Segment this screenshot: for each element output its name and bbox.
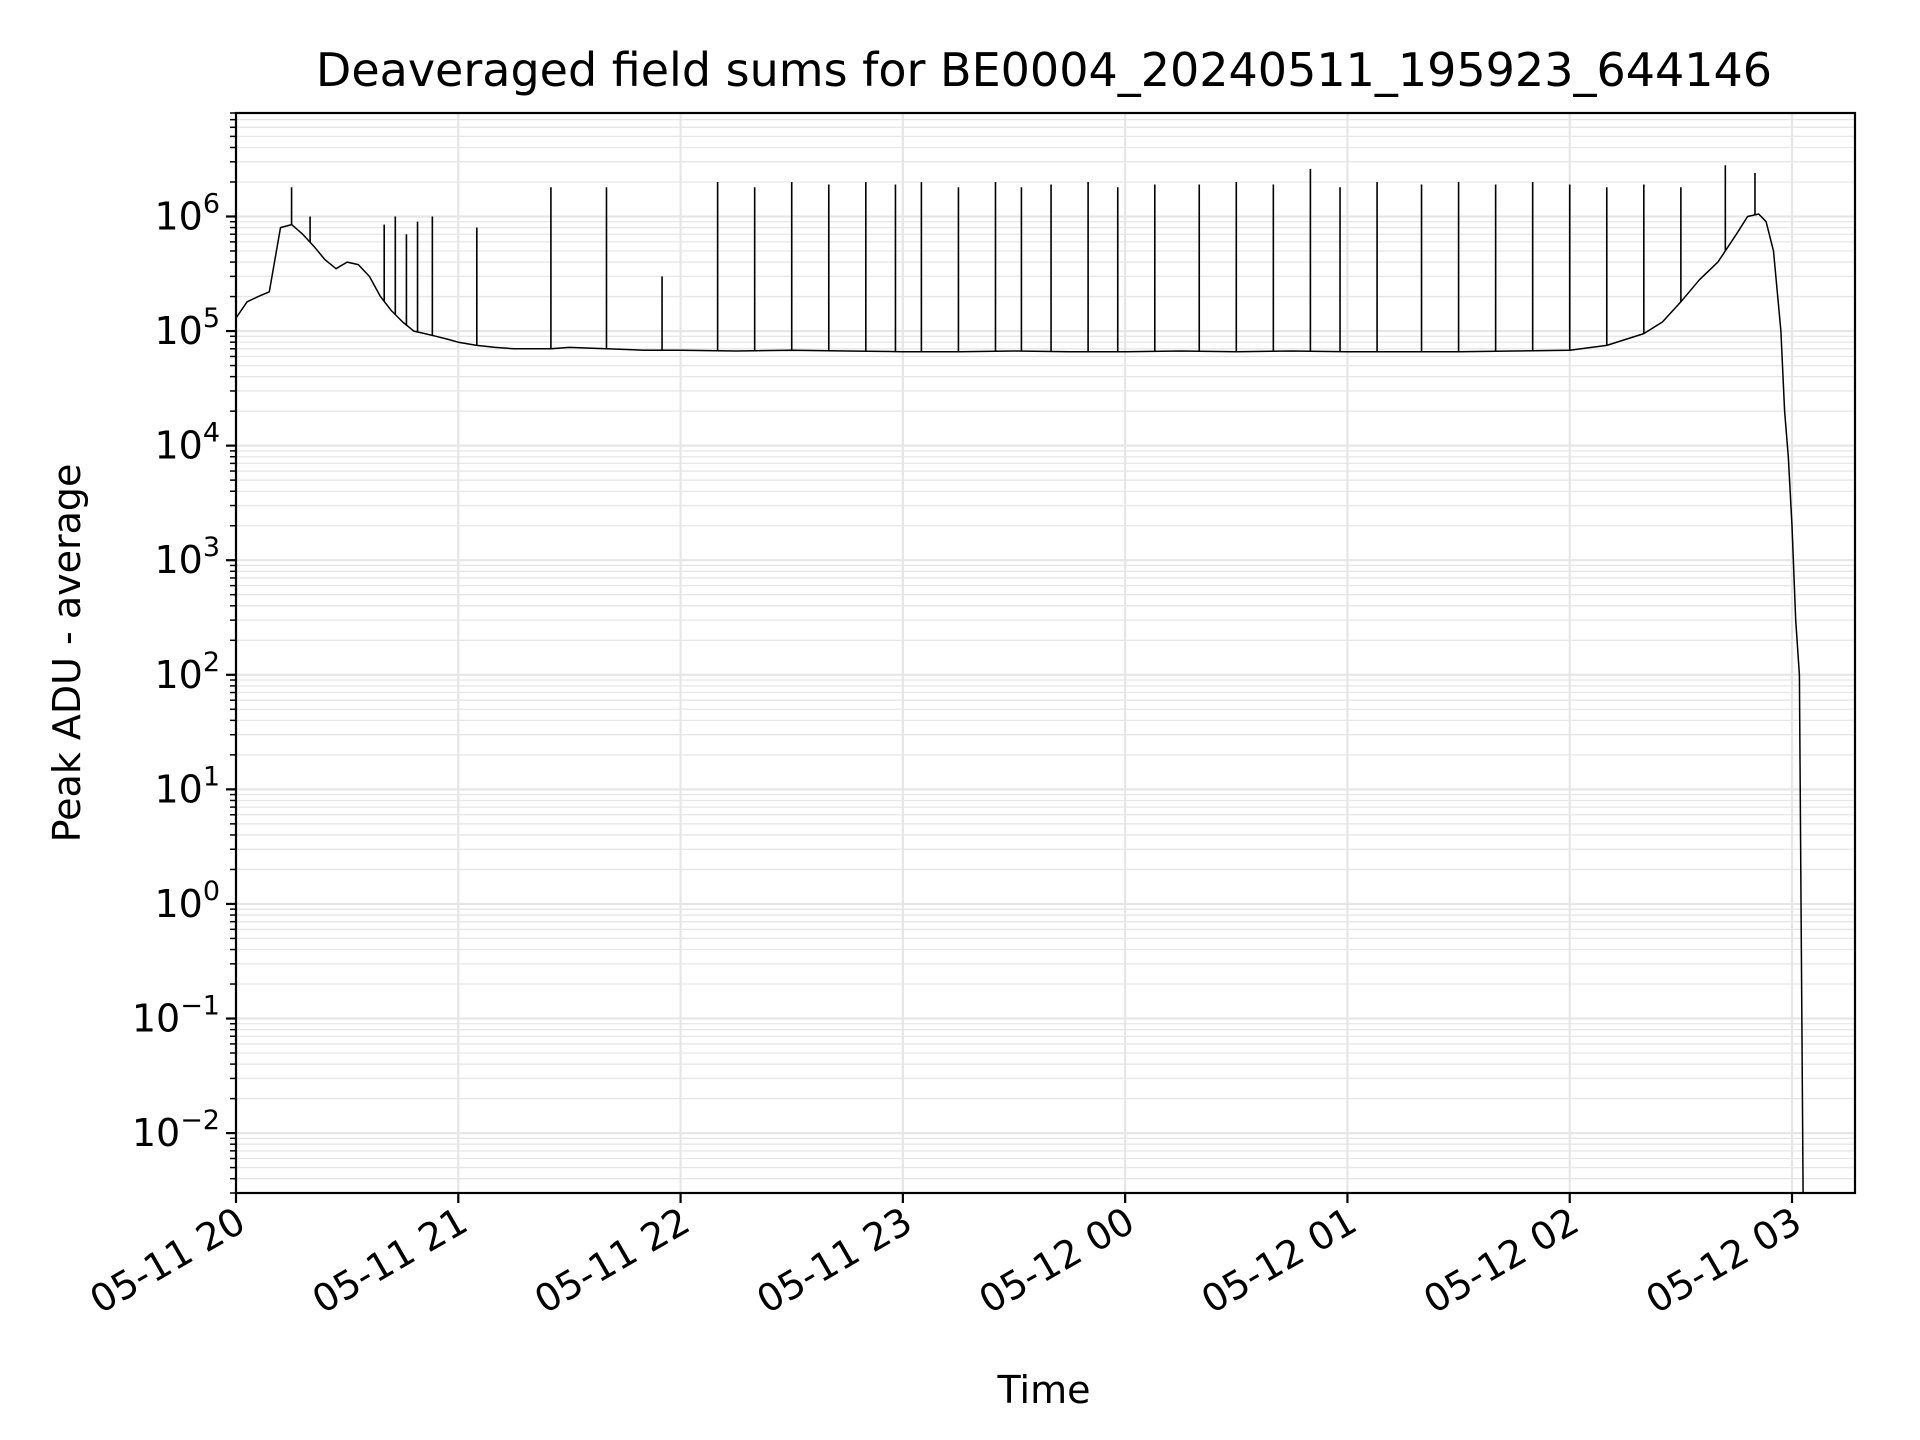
x-tick-label: 05-12 03 [1639,1199,1809,1323]
y-tick-label: 102 [154,647,220,697]
y-tick-label: 106 [154,188,220,238]
chart-title: Deaveraged field sums for BE0004_2024051… [316,43,1772,97]
grid [234,112,1855,1194]
x-axis: 05-11 20 05-11 21 05-11 22 05-11 23 05-12 00… [83,1193,1809,1322]
y-tick-label: 104 [154,418,220,468]
y-axis: 10−2 10−1 100 101 102 103 104 105 106 [132,112,236,1194]
x-tick-label: 05-11 20 [83,1199,253,1323]
x-tick-label: 05-11 22 [527,1199,697,1323]
y-tick-label: 105 [154,303,220,353]
x-tick-label: 05-12 02 [1416,1199,1586,1323]
x-axis-label: Time [997,1368,1091,1412]
plot-frame [234,111,1857,1195]
x-tick-label: 05-12 00 [972,1199,1142,1323]
y-tick-label: 103 [154,532,220,582]
spike-marks [290,165,1756,352]
x-tick-label: 05-11 23 [749,1199,919,1323]
y-tick-label: 101 [154,761,220,811]
x-tick-label: 05-11 21 [305,1199,475,1323]
y-tick-label: 10−2 [132,1105,220,1155]
x-tick-label: 05-12 01 [1194,1199,1364,1323]
y-tick-label: 10−1 [132,991,220,1041]
y-tick-label: 100 [154,876,220,926]
series-line [235,213,1804,1194]
y-axis-label: Peak ADU - average [45,464,89,843]
